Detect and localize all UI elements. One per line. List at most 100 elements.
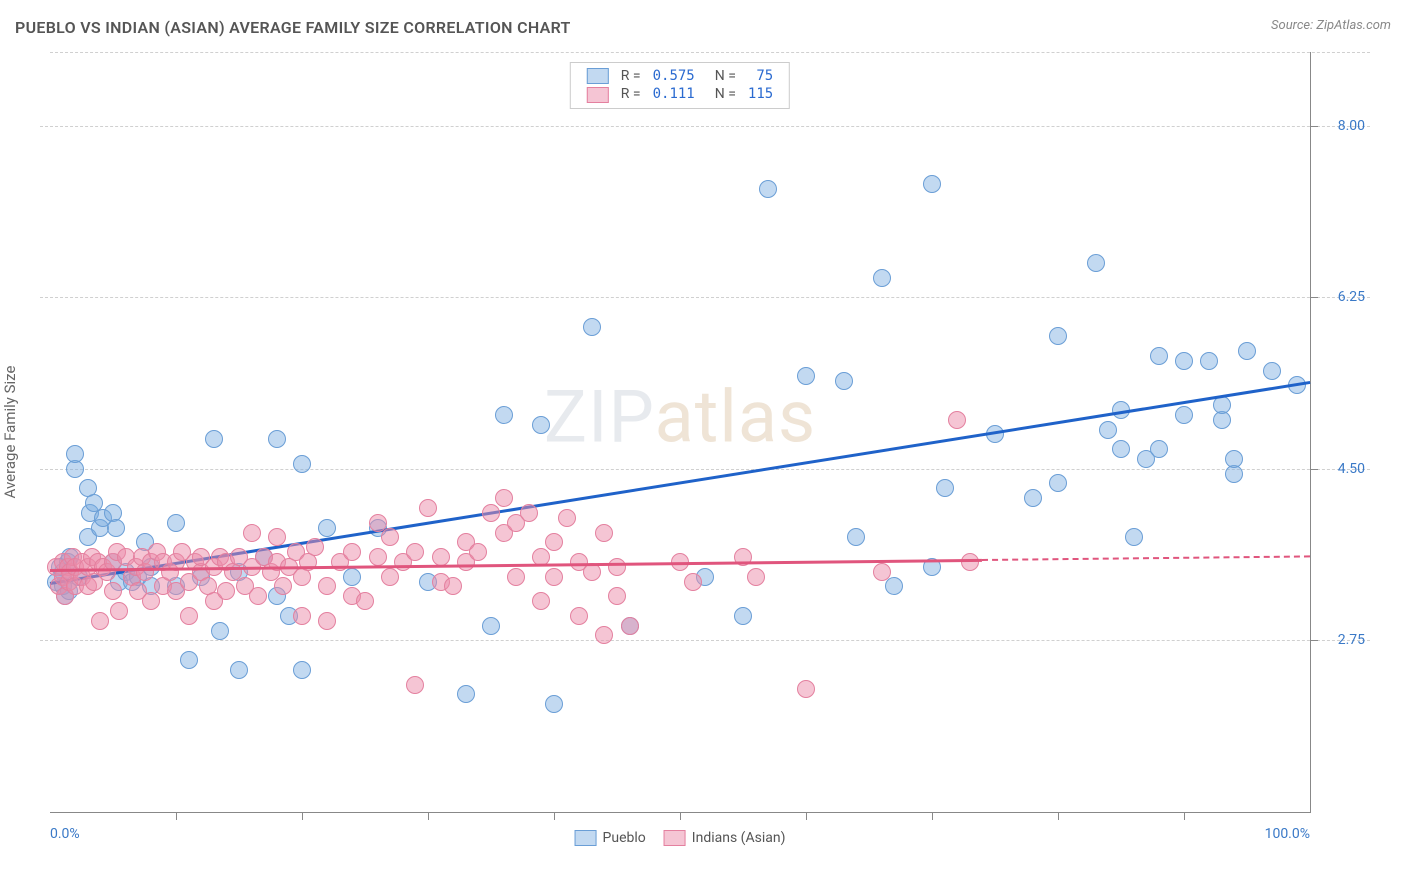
data-point-pueblo [1125, 528, 1143, 546]
data-point-indians [797, 680, 815, 698]
chart-card: PUEBLO VS INDIAN (ASIAN) AVERAGE FAMILY … [0, 0, 1406, 892]
data-point-pueblo [1238, 342, 1256, 360]
data-point-indians [444, 577, 462, 595]
data-point-indians [343, 543, 361, 561]
data-point-indians [507, 568, 525, 586]
legend-series: Pueblo Indians (Asian) [575, 830, 786, 846]
data-point-pueblo [835, 372, 853, 390]
data-point-pueblo [532, 416, 550, 434]
data-point-indians [558, 509, 576, 527]
data-point-indians [482, 504, 500, 522]
data-point-pueblo [759, 180, 777, 198]
data-point-pueblo [1150, 440, 1168, 458]
watermark: ZIPatlas [544, 374, 816, 459]
plot-area: ZIPatlas R =0.575N =75R =0.111N =115 Pue… [50, 52, 1311, 813]
data-point-indians [381, 528, 399, 546]
gridline [40, 469, 1370, 470]
source-label: Source: ZipAtlas.com [1271, 18, 1391, 33]
data-point-indians [520, 504, 538, 522]
data-point-pueblo [495, 406, 513, 424]
data-point-pueblo [205, 430, 223, 448]
legend-row: R =0.111N =115 [581, 85, 779, 103]
legend-n-value: 75 [742, 67, 779, 85]
data-point-indians [91, 612, 109, 630]
data-point-pueblo [211, 622, 229, 640]
data-point-indians [948, 411, 966, 429]
legend-r-label: R = [615, 67, 647, 85]
legend-swatch [575, 830, 597, 846]
data-point-indians [406, 543, 424, 561]
data-point-indians [356, 592, 374, 610]
legend-r-value: 0.575 [647, 67, 701, 85]
x-tick [1184, 812, 1185, 820]
data-point-pueblo [1225, 450, 1243, 468]
legend-r-label: R = [615, 85, 647, 103]
gridline [50, 52, 1370, 53]
x-tick [932, 812, 933, 820]
data-point-pueblo [1213, 396, 1231, 414]
data-point-pueblo [1024, 489, 1042, 507]
trendline-dash-indians [982, 555, 1310, 561]
data-point-pueblo [482, 617, 500, 635]
data-point-indians [180, 607, 198, 625]
data-point-pueblo [873, 269, 891, 287]
data-point-indians [419, 499, 437, 517]
legend-r-value: 0.111 [647, 85, 701, 103]
legend-row: R =0.575N =75 [581, 67, 779, 85]
x-tick [806, 812, 807, 820]
data-point-pueblo [1200, 352, 1218, 370]
data-point-indians [268, 528, 286, 546]
data-point-indians [595, 626, 613, 644]
data-point-indians [532, 592, 550, 610]
data-point-indians [104, 582, 122, 600]
data-point-pueblo [293, 455, 311, 473]
data-point-indians [249, 587, 267, 605]
data-point-indians [318, 577, 336, 595]
x-tick-label: 0.0% [50, 826, 130, 842]
data-point-pueblo [885, 577, 903, 595]
data-point-pueblo [457, 685, 475, 703]
data-point-indians [495, 489, 513, 507]
legend-item: Pueblo [575, 830, 646, 846]
data-point-pueblo [293, 661, 311, 679]
data-point-indians [293, 607, 311, 625]
watermark-atlas: atlas [655, 374, 817, 459]
legend-swatch [664, 830, 686, 846]
data-point-pueblo [1263, 362, 1281, 380]
legend-n-label: N = [701, 85, 742, 103]
data-point-pueblo [167, 514, 185, 532]
data-point-indians [318, 612, 336, 630]
x-tick [302, 812, 303, 820]
legend-n-value: 115 [742, 85, 779, 103]
data-point-pueblo [797, 367, 815, 385]
data-point-indians [570, 607, 588, 625]
data-point-indians [369, 548, 387, 566]
y-tick-label: 8.00 [1315, 118, 1365, 134]
y-axis-label: Average Family Size [1, 366, 19, 499]
x-tick [1058, 812, 1059, 820]
data-point-indians [545, 533, 563, 551]
data-point-pueblo [230, 661, 248, 679]
data-point-indians [110, 602, 128, 620]
data-point-indians [274, 577, 292, 595]
chart-container: Average Family Size ZIPatlas R =0.575N =… [50, 52, 1370, 812]
data-point-pueblo [936, 479, 954, 497]
data-point-pueblo [1087, 254, 1105, 272]
data-point-pueblo [180, 651, 198, 669]
data-point-indians [243, 524, 261, 542]
data-point-indians [432, 548, 450, 566]
data-point-pueblo [343, 568, 361, 586]
x-tick-label: 100.0% [1230, 826, 1310, 842]
data-point-indians [406, 676, 424, 694]
data-point-pueblo [1175, 406, 1193, 424]
data-point-indians [142, 592, 160, 610]
data-point-indians [217, 582, 235, 600]
data-point-indians [621, 617, 639, 635]
legend-label: Indians (Asian) [692, 830, 786, 846]
legend-n-label: N = [701, 67, 742, 85]
data-point-pueblo [1049, 474, 1067, 492]
data-point-indians [381, 568, 399, 586]
x-tick [554, 812, 555, 820]
header: PUEBLO VS INDIAN (ASIAN) AVERAGE FAMILY … [15, 18, 1391, 48]
data-point-indians [469, 543, 487, 561]
